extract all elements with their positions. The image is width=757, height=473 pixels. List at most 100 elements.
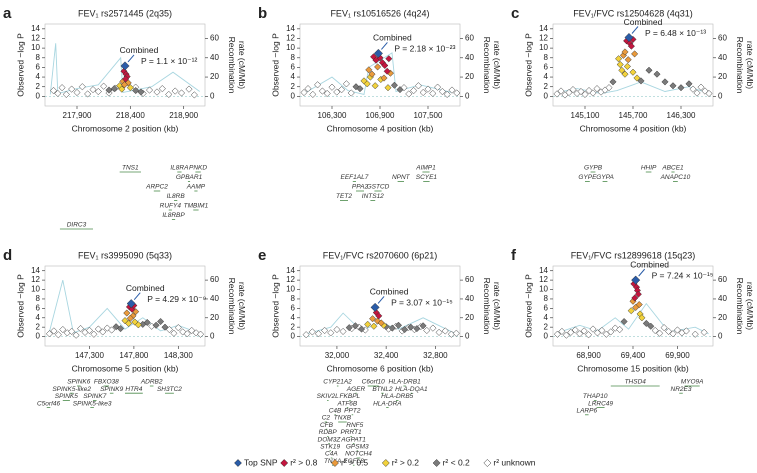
- snp-point: [352, 83, 360, 91]
- snp-point: [677, 84, 685, 92]
- snp-point: [396, 86, 404, 94]
- gene-label: HLA-DRA: [373, 400, 402, 407]
- y-tick-label: 10: [286, 43, 295, 52]
- y-tick-label: 14: [286, 24, 295, 33]
- p-value-label: P = 2.18 × 10⁻²³: [394, 44, 455, 54]
- snp-point: [585, 331, 593, 339]
- top-snp: [631, 275, 641, 285]
- snp-point: [665, 327, 673, 335]
- x-axis-label: Chromosome 4 position (kb): [327, 123, 434, 133]
- x-tick-label: 69,400: [621, 351, 646, 360]
- snp-point: [653, 70, 661, 78]
- x-tick-label: 106,900: [366, 111, 395, 120]
- snp-point: [321, 326, 329, 335]
- snp-point: [645, 66, 653, 74]
- snp-point: [339, 327, 347, 335]
- snp-point: [380, 74, 388, 82]
- y2-tick-label: 40: [718, 53, 727, 62]
- snp-point: [701, 87, 709, 95]
- y2-tick-label: 60: [465, 34, 474, 43]
- snp-point: [110, 85, 118, 93]
- y2-tick-label: 60: [210, 34, 219, 43]
- recombination-line: [49, 43, 200, 95]
- snp-point: [693, 89, 701, 97]
- snp-point: [620, 317, 628, 326]
- y-tick-label: 14: [286, 266, 295, 275]
- gene-label: PPA2: [352, 184, 369, 191]
- legend: Top SNP r² > 0.8 r² > 0.5 r² > 0.2 r² < 0.2 r…: [234, 457, 536, 467]
- gene-label: GYPB: [584, 165, 603, 172]
- gene-label: TNXA: [324, 458, 341, 465]
- gene-label: INTS12: [362, 193, 384, 200]
- y-tick-label: 10: [286, 285, 295, 294]
- annotation-arrow: [377, 296, 385, 304]
- snp-point: [375, 312, 383, 320]
- snp-point: [54, 89, 62, 98]
- gene-label: FBXO38: [94, 379, 119, 386]
- snp-point: [58, 84, 66, 92]
- y2-axis-label: Recombination: [227, 37, 237, 94]
- y2-tick-label: 20: [465, 313, 474, 322]
- gene-label: DIRC3: [67, 222, 87, 229]
- snp-point: [385, 55, 393, 63]
- snp-point: [607, 328, 615, 336]
- snp-point: [562, 331, 570, 339]
- snp-point: [304, 85, 312, 93]
- snp-point: [589, 325, 597, 333]
- p-value-label: P = 7.24 × 10⁻¹⁵: [652, 270, 714, 280]
- snp-point: [333, 325, 341, 334]
- snp-point: [171, 87, 179, 95]
- y-tick-label: 4: [36, 313, 41, 322]
- snp-point: [394, 321, 403, 329]
- snp-point: [633, 74, 641, 82]
- gene-label: SCYE1: [416, 174, 438, 181]
- snp-point: [593, 329, 601, 337]
- snp-point: [132, 87, 140, 95]
- panel-title: FEV₁ rs10516526 (4q24): [330, 8, 429, 18]
- snp-point: [443, 90, 451, 98]
- snp-point: [120, 81, 129, 89]
- snp-point: [571, 326, 579, 334]
- gene-label: SPINK9: [100, 386, 124, 393]
- snp-point: [651, 326, 659, 335]
- snp-point: [108, 326, 116, 334]
- snp-point: [165, 325, 173, 334]
- y2-axis-label: Recombination: [735, 37, 745, 94]
- snp-point: [145, 86, 154, 94]
- y2-axis-label: Recombination: [735, 278, 745, 335]
- y-tick-label: 6: [36, 303, 41, 312]
- gene-label: FKBPL: [340, 393, 361, 400]
- snp-point: [400, 84, 408, 92]
- gene-label: SPINK5-like3: [73, 400, 112, 407]
- annotation-arrow: [127, 54, 135, 63]
- snp-point: [161, 323, 169, 331]
- snp-point: [621, 70, 629, 78]
- snp-point: [134, 321, 142, 329]
- y-tick-label: 8: [36, 53, 41, 62]
- snp-point: [410, 87, 418, 95]
- y-axis-label: Observed −log P: [270, 274, 280, 338]
- snp-point: [59, 325, 67, 334]
- snp-point: [309, 90, 317, 98]
- snp-point: [623, 62, 631, 71]
- x-tick-label: 69,900: [665, 351, 690, 360]
- top-snp: [120, 61, 130, 71]
- y-tick-label: 2: [36, 322, 41, 331]
- snp-point: [170, 329, 178, 337]
- panel: e FEV₁/FVC rs2070600 (6p21)02468101214020…: [258, 247, 502, 466]
- annotation-arrow: [631, 26, 639, 34]
- snp-point: [700, 328, 708, 336]
- snp-point: [190, 91, 198, 99]
- gene-label: C2: [322, 415, 331, 422]
- snp-point: [105, 86, 113, 94]
- snp-point: [632, 303, 640, 311]
- snp-point: [384, 84, 392, 92]
- y-tick-label: 4: [291, 313, 296, 322]
- gene-label: ADRB2: [140, 379, 163, 386]
- gene-label: NPNT: [392, 174, 411, 181]
- snp-point: [370, 322, 378, 330]
- gene-label: RUFY4: [160, 203, 182, 210]
- snp-point: [328, 83, 336, 91]
- y-tick-label: 12: [539, 275, 548, 284]
- gene-label: C4B: [329, 408, 342, 415]
